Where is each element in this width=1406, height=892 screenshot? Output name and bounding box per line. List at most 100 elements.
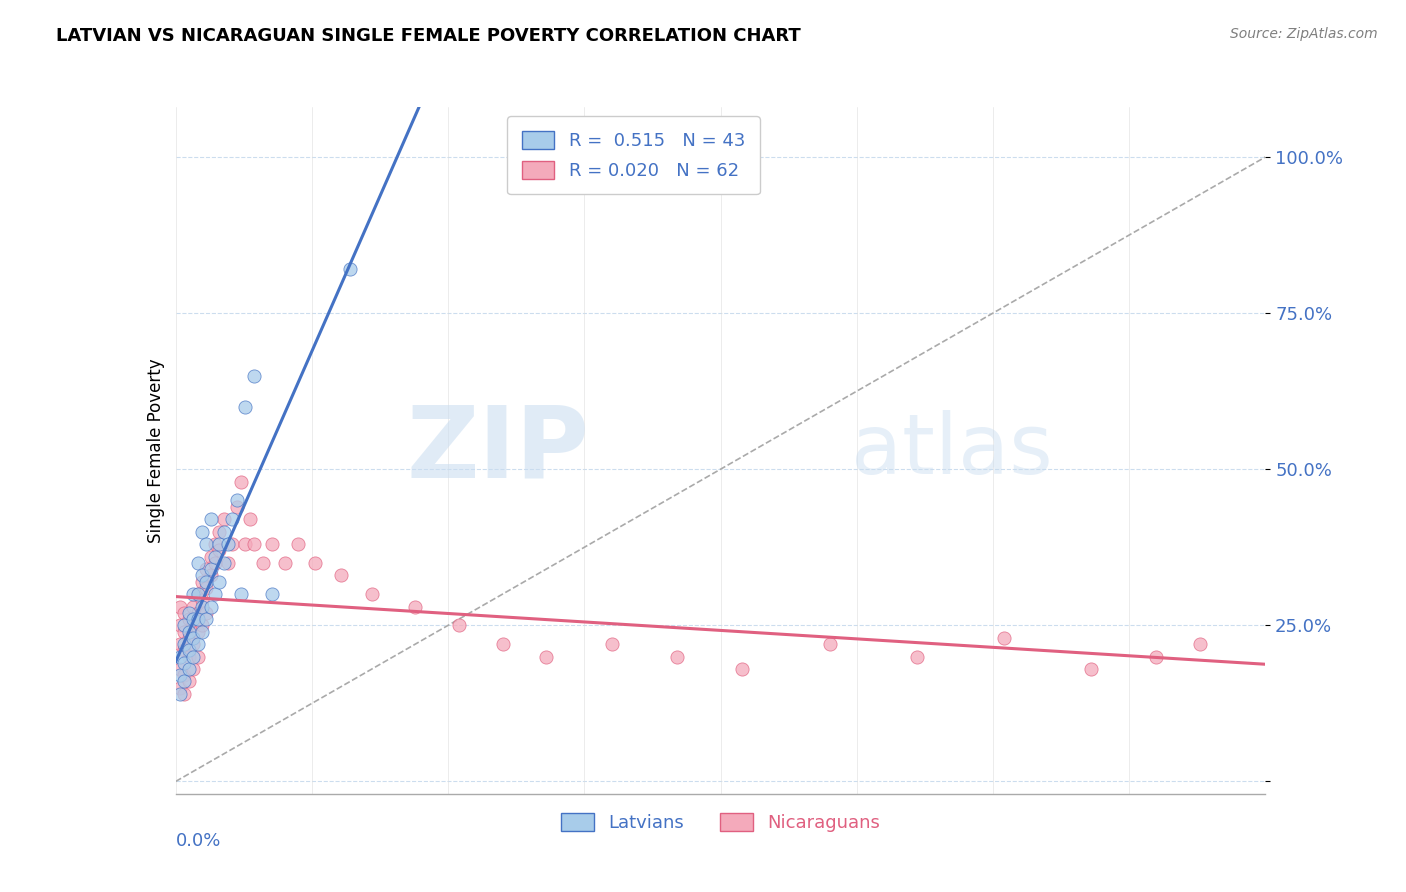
Point	[186, 649, 209, 664]
Point	[173, 656, 195, 670]
Point	[173, 624, 195, 639]
Point	[200, 549, 222, 564]
Point	[191, 599, 214, 614]
Point	[177, 662, 200, 676]
Point	[177, 674, 200, 689]
Point	[231, 587, 253, 601]
Point	[235, 400, 257, 414]
Legend: Latvians, Nicaraguans: Latvians, Nicaraguans	[547, 798, 894, 847]
Point	[177, 612, 200, 626]
Point	[181, 662, 204, 676]
Point	[186, 612, 209, 626]
Point	[200, 512, 222, 526]
Point	[191, 524, 214, 539]
Point	[239, 512, 262, 526]
Point	[195, 606, 218, 620]
Point	[169, 662, 191, 676]
Point	[221, 512, 243, 526]
Point	[191, 624, 214, 639]
Point	[195, 581, 218, 595]
Point	[186, 637, 209, 651]
Point	[200, 568, 222, 582]
Point	[287, 537, 309, 551]
Point	[260, 587, 283, 601]
Point	[212, 524, 235, 539]
Point	[181, 612, 204, 626]
Point	[186, 556, 209, 570]
Point	[231, 475, 253, 489]
Point	[173, 606, 195, 620]
Point	[177, 606, 200, 620]
Point	[195, 562, 218, 576]
Point	[195, 537, 218, 551]
Point	[186, 624, 209, 639]
Point	[181, 599, 204, 614]
Point	[243, 537, 266, 551]
Point	[1144, 649, 1167, 664]
Text: Source: ZipAtlas.com: Source: ZipAtlas.com	[1230, 27, 1378, 41]
Point	[173, 637, 195, 651]
Point	[191, 574, 214, 589]
Point	[208, 543, 231, 558]
Point	[191, 568, 214, 582]
Point	[252, 556, 274, 570]
Point	[169, 681, 191, 695]
Point	[195, 612, 218, 626]
Point	[181, 618, 204, 632]
Point	[200, 562, 222, 576]
Point	[731, 662, 754, 676]
Point	[243, 368, 266, 383]
Point	[177, 624, 200, 639]
Point	[186, 587, 209, 601]
Point	[304, 556, 326, 570]
Point	[173, 674, 195, 689]
Point	[177, 631, 200, 645]
Text: LATVIAN VS NICARAGUAN SINGLE FEMALE POVERTY CORRELATION CHART: LATVIAN VS NICARAGUAN SINGLE FEMALE POVE…	[56, 27, 801, 45]
Point	[169, 637, 191, 651]
Point	[208, 537, 231, 551]
Point	[169, 687, 191, 701]
Point	[447, 618, 470, 632]
Point	[212, 556, 235, 570]
Point	[191, 593, 214, 607]
Point	[274, 556, 297, 570]
Point	[181, 631, 204, 645]
Point	[534, 649, 557, 664]
Point	[212, 512, 235, 526]
Point	[186, 587, 209, 601]
Point	[204, 549, 226, 564]
Y-axis label: Single Female Poverty: Single Female Poverty	[146, 359, 165, 542]
Point	[993, 631, 1015, 645]
Point	[173, 643, 195, 657]
Point	[225, 493, 247, 508]
Point	[666, 649, 689, 664]
Point	[360, 587, 382, 601]
Point	[173, 668, 195, 682]
Text: ZIP: ZIP	[406, 402, 591, 499]
Point	[221, 537, 243, 551]
Point	[204, 537, 226, 551]
Point	[173, 687, 195, 701]
Point	[181, 587, 204, 601]
Point	[181, 637, 204, 651]
Point	[208, 524, 231, 539]
Point	[177, 649, 200, 664]
Point	[169, 668, 191, 682]
Point	[173, 618, 195, 632]
Point	[208, 574, 231, 589]
Point	[818, 637, 841, 651]
Point	[195, 574, 218, 589]
Point	[204, 556, 226, 570]
Point	[169, 618, 191, 632]
Point	[181, 649, 204, 664]
Point	[339, 262, 361, 277]
Point	[905, 649, 928, 664]
Point	[1189, 637, 1212, 651]
Point	[225, 500, 247, 514]
Point	[405, 599, 427, 614]
Point	[169, 599, 191, 614]
Point	[217, 556, 239, 570]
Point	[204, 587, 226, 601]
Text: atlas: atlas	[852, 410, 1053, 491]
Point	[186, 606, 209, 620]
